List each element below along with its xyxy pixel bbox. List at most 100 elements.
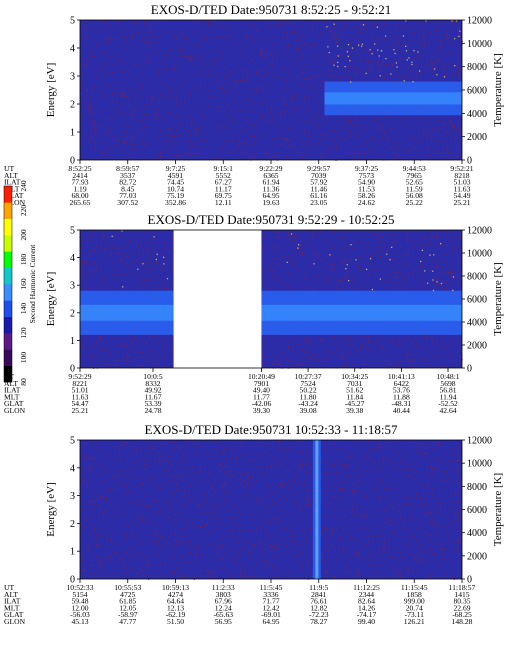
- noise-speckle: [238, 140, 240, 142]
- noise-speckle: [356, 28, 358, 29]
- noise-speckle: [232, 140, 234, 142]
- noise-speckle: [455, 564, 457, 566]
- noise-speckle: [96, 498, 98, 500]
- noise-speckle: [96, 539, 98, 541]
- noise-speckle: [109, 503, 111, 505]
- noise-speckle: [420, 442, 422, 444]
- noise-speckle: [446, 245, 448, 247]
- noise-speckle: [373, 270, 375, 271]
- noise-speckle: [80, 455, 82, 457]
- noise-speckle: [288, 346, 290, 348]
- noise-speckle: [263, 235, 265, 237]
- noise-speckle: [271, 518, 273, 520]
- noise-speckle: [109, 38, 111, 40]
- noise-speckle: [131, 531, 133, 533]
- noise-speckle: [284, 24, 286, 26]
- noise-speckle: [306, 154, 307, 156]
- noise-speckle: [203, 140, 205, 142]
- noise-speckle: [445, 39, 447, 41]
- table-cell: 10.74: [167, 184, 184, 193]
- noise-speckle: [149, 261, 151, 263]
- noise-speckle: [348, 47, 350, 49]
- noise-speckle: [83, 274, 85, 276]
- noise-speckle: [152, 96, 154, 98]
- noise-speckle: [125, 552, 127, 554]
- noise-speckle: [120, 343, 122, 345]
- noise-speckle: [148, 56, 150, 58]
- noise-speckle: [400, 273, 402, 275]
- noise-speckle: [121, 91, 123, 93]
- noise-speckle: [243, 487, 244, 489]
- noise-speckle: [417, 573, 419, 575]
- noise-speckle: [389, 141, 391, 143]
- noise-speckle: [398, 506, 400, 507]
- noise-speckle: [216, 79, 218, 81]
- noise-speckle: [98, 267, 100, 269]
- noise-speckle: [227, 104, 229, 106]
- noise-speckle: [222, 487, 224, 489]
- noise-speckle: [429, 547, 431, 549]
- noise-speckle: [84, 64, 86, 66]
- noise-speckle: [291, 31, 293, 33]
- noise-speckle: [140, 64, 142, 66]
- noise-speckle: [437, 129, 439, 131]
- hot-dot: [432, 289, 435, 292]
- noise-speckle: [122, 255, 124, 257]
- noise-speckle: [127, 157, 129, 158]
- noise-speckle: [99, 497, 101, 499]
- table-cell: -62.19: [166, 610, 186, 619]
- noise-speckle: [447, 540, 449, 542]
- noise-speckle: [165, 260, 167, 261]
- noise-speckle: [131, 144, 133, 146]
- noise-speckle: [453, 359, 455, 360]
- noise-speckle: [95, 500, 97, 502]
- noise-speckle: [175, 28, 177, 30]
- noise-speckle: [363, 545, 365, 546]
- noise-speckle: [92, 457, 94, 459]
- noise-speckle: [400, 361, 402, 363]
- noise-speckle: [146, 37, 148, 39]
- noise-speckle: [166, 517, 168, 519]
- noise-speckle: [92, 269, 94, 271]
- noise-speckle: [307, 119, 309, 121]
- hot-dot: [365, 72, 367, 74]
- noise-speckle: [410, 442, 412, 444]
- noise-speckle: [109, 131, 111, 133]
- noise-speckle: [437, 246, 439, 248]
- noise-speckle: [446, 73, 448, 74]
- noise-speckle: [367, 341, 369, 343]
- noise-speckle: [341, 488, 343, 490]
- noise-speckle: [96, 268, 98, 270]
- noise-speckle: [251, 91, 253, 93]
- noise-speckle: [297, 364, 299, 365]
- noise-speckle: [447, 459, 449, 461]
- noise-speckle: [301, 349, 303, 351]
- noise-speckle: [389, 503, 391, 505]
- noise-speckle: [207, 105, 209, 107]
- noise-speckle: [194, 43, 196, 44]
- table-cell: -74.17: [357, 610, 377, 619]
- noise-speckle: [373, 77, 375, 78]
- noise-speckle: [158, 75, 160, 77]
- noise-speckle: [405, 543, 407, 545]
- noise-speckle: [406, 355, 408, 356]
- noise-speckle: [115, 109, 117, 111]
- noise-speckle: [222, 148, 224, 150]
- panel-title: EXOS-D/TED Date:950731 9:52:29 - 10:52:2…: [148, 212, 395, 227]
- noise-speckle: [189, 529, 191, 531]
- noise-speckle: [448, 283, 450, 285]
- noise-speckle: [104, 21, 106, 23]
- hot-dot: [396, 66, 398, 68]
- noise-speckle: [301, 569, 303, 571]
- spike-core: [315, 440, 319, 579]
- noise-speckle: [214, 63, 216, 65]
- noise-speckle: [452, 563, 454, 565]
- noise-speckle: [432, 63, 433, 65]
- temperature-tick-label: 0: [467, 364, 472, 375]
- noise-speckle: [396, 238, 398, 240]
- noise-speckle: [363, 360, 365, 362]
- noise-speckle: [119, 459, 121, 461]
- noise-speckle: [430, 154, 432, 156]
- noise-speckle: [390, 238, 392, 240]
- noise-speckle: [124, 140, 126, 142]
